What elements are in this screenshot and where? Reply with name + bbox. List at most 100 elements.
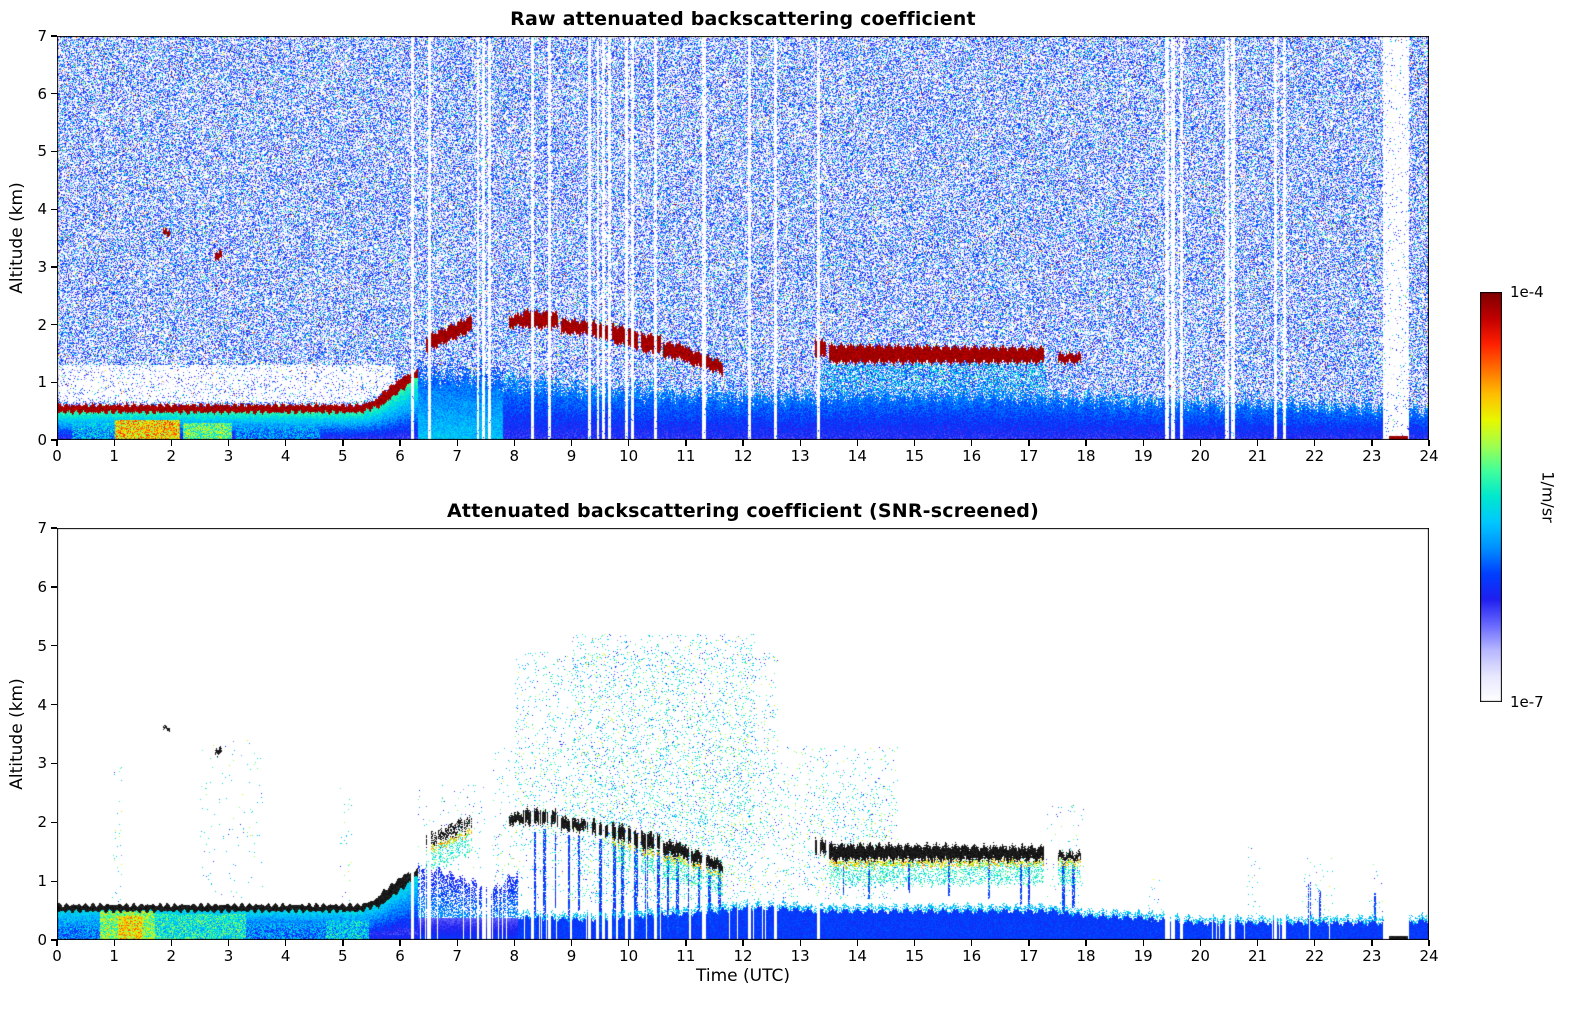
x-tick-mark [1028, 440, 1030, 446]
x-tick-label: 9 [566, 947, 577, 965]
x-tick-mark [285, 940, 287, 946]
y-tick-label: 2 [37, 315, 47, 334]
x-tick-mark [913, 940, 916, 946]
x-tick-mark [113, 440, 115, 446]
y-tick-mark [51, 703, 57, 706]
x-tick-label: 10 [619, 947, 639, 965]
x-tick-label: 23 [1362, 947, 1382, 965]
x-tick-label: 4 [280, 947, 291, 965]
y-tick-mark [51, 381, 57, 383]
y-tick-label: 1 [37, 373, 47, 392]
x-tick-label: 21 [1247, 947, 1268, 965]
y-tick-mark [51, 150, 57, 153]
x-tick-mark [113, 940, 115, 946]
y-tick-mark [51, 821, 57, 823]
x-tick-mark [1256, 940, 1259, 946]
x-tick-label: 5 [338, 947, 348, 965]
x-tick-label: 4 [280, 447, 291, 465]
x-tick-mark [1314, 940, 1316, 946]
y-tick-mark [51, 93, 57, 95]
x-tick-mark [342, 440, 344, 446]
colorbar-gradient [1480, 292, 1502, 702]
x-tick-label: 16 [962, 947, 982, 965]
raw-backscatter-heatmap [57, 36, 1429, 440]
y-tick-mark [51, 645, 57, 647]
x-tick-label: 23 [1362, 447, 1382, 465]
y-tick-mark [51, 762, 57, 765]
x-tick-mark [285, 440, 287, 446]
y-tick-mark [51, 208, 57, 210]
x-tick-label: 17 [1019, 947, 1039, 965]
x-tick-label: 14 [847, 947, 867, 965]
x-tick-label: 7 [452, 947, 462, 965]
x-tick-label: 14 [847, 447, 867, 465]
x-tick-mark [628, 940, 630, 946]
x-tick-label: 24 [1419, 947, 1439, 965]
x-tick-label: 3 [223, 447, 234, 465]
y-tick-mark [51, 880, 57, 882]
y-tick-label: 4 [37, 695, 47, 714]
x-tick-mark [1256, 440, 1259, 446]
x-tick-mark [913, 440, 916, 446]
x-tick-mark [856, 940, 859, 946]
x-tick-mark [513, 940, 516, 946]
x-tick-label: 0 [52, 947, 62, 965]
x-tick-label: 2 [166, 447, 177, 465]
x-tick-mark [1085, 440, 1087, 446]
x-tick-mark [1142, 940, 1144, 946]
x-tick-label: 8 [509, 447, 520, 465]
x-tick-mark [971, 440, 973, 446]
x-tick-label: 15 [904, 447, 925, 465]
x-tick-mark [1085, 940, 1087, 946]
y-tick-label: 1 [37, 872, 47, 891]
x-tick-mark [685, 940, 687, 946]
x-tick-mark [227, 440, 230, 446]
y-tick-mark [51, 586, 57, 588]
x-tick-mark [628, 440, 630, 446]
y-tick-mark [51, 439, 57, 441]
x-tick-label: 12 [733, 947, 753, 965]
x-tick-label: 20 [1190, 947, 1210, 965]
y-tick-label: 0 [37, 931, 47, 949]
x-tick-label: 19 [1133, 447, 1153, 465]
x-tick-mark [570, 440, 573, 446]
colorbar-max-label: 1e-4 [1510, 283, 1544, 301]
x-tick-label: 11 [676, 947, 696, 965]
x-tick-mark [1371, 440, 1373, 446]
x-tick-label: 1 [109, 447, 119, 465]
x-tick-mark [1199, 440, 1202, 446]
y-tick-label: 0 [37, 431, 47, 449]
x-tick-mark [56, 940, 58, 946]
x-tick-mark [685, 440, 687, 446]
x-tick-label: 15 [904, 947, 925, 965]
y-tick-label: 7 [37, 519, 47, 537]
x-tick-label: 7 [452, 447, 462, 465]
x-tick-mark [1428, 440, 1430, 446]
x-tick-label: 11 [676, 447, 696, 465]
x-tick-mark [971, 940, 973, 946]
x-tick-label: 1 [109, 947, 119, 965]
x-tick-mark [342, 940, 344, 946]
x-tick-label: 12 [733, 447, 753, 465]
x-tick-label: 20 [1190, 447, 1210, 465]
colorbar-min-label: 1e-7 [1510, 693, 1544, 711]
x-tick-label: 17 [1019, 447, 1039, 465]
x-tick-mark [570, 940, 573, 946]
x-tick-label: 16 [962, 447, 982, 465]
x-tick-mark [1428, 940, 1430, 946]
y-tick-label: 5 [37, 142, 47, 161]
screened-backscatter-heatmap [57, 528, 1429, 940]
y-tick-label: 7 [37, 27, 47, 45]
x-tick-label: 0 [52, 447, 62, 465]
x-tick-label: 13 [790, 947, 810, 965]
x-tick-mark [1142, 440, 1144, 446]
x-tick-label: 24 [1419, 447, 1439, 465]
y-tick-label: 3 [37, 257, 47, 276]
x-tick-mark [799, 440, 801, 446]
x-tick-label: 2 [166, 947, 177, 965]
x-tick-label: 5 [338, 447, 348, 465]
x-axis-label: Time (UTC) [696, 966, 790, 986]
x-tick-mark [1028, 940, 1030, 946]
y-tick-label: 5 [37, 636, 47, 655]
